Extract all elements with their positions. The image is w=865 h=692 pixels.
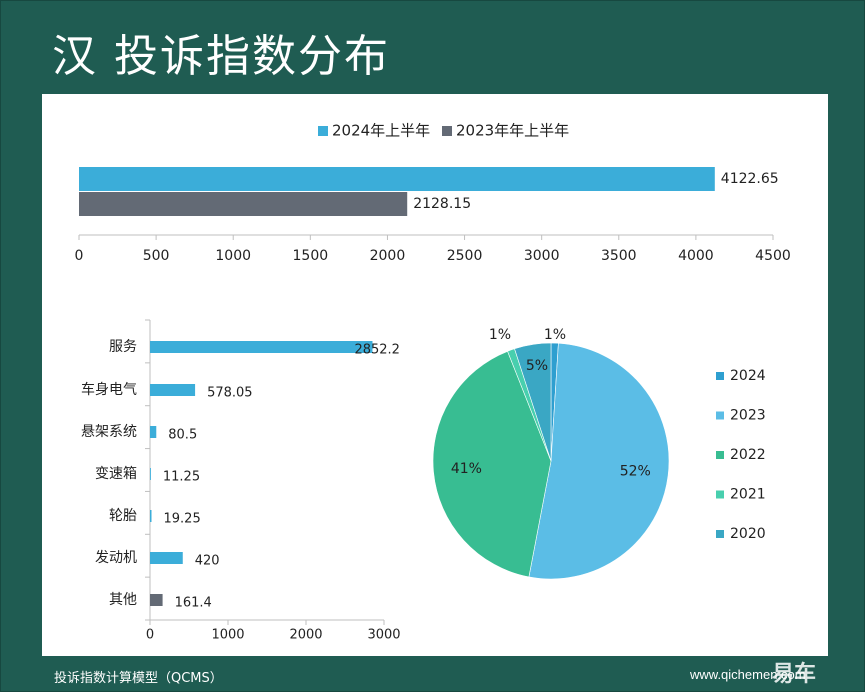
pie-legend-label: 2020 — [730, 526, 766, 542]
pie-data-label: 5% — [526, 358, 548, 374]
category-bar-chart: 0 1000 2000 3000 服务 2852.2 车身电气 578.05 悬架系统 80.5… — [81, 319, 401, 643]
category-bar — [150, 341, 373, 353]
comparison-tick-label: 2500 — [447, 248, 483, 264]
legend-label: 2024年上半年 — [332, 122, 430, 140]
comparison-tick-label: 4500 — [755, 248, 791, 264]
category-x-tick-label: 0 — [146, 628, 154, 643]
category-data-label: 80.5 — [168, 428, 197, 443]
comparison-bar — [79, 192, 408, 216]
pie-legend-label: 2022 — [730, 447, 766, 463]
pie-legend-label: 2021 — [730, 487, 766, 503]
category-data-label: 578.05 — [207, 386, 253, 401]
legend-label: 2023年年上半年 — [456, 122, 569, 140]
comparison-bar — [79, 167, 715, 191]
pie-legend-swatch — [716, 372, 724, 380]
pie-data-label: 52% — [620, 464, 651, 480]
comparison-legend: 2024年上半年 2023年年上半年 — [318, 122, 569, 140]
category-bar — [150, 384, 196, 396]
category-label: 变速箱 — [95, 466, 137, 482]
category-bar — [150, 552, 183, 564]
year-pie-chart: 1% 52% 41% 1% 5% 2024 2023 2022 2021 2020 — [432, 327, 766, 580]
category-bar — [150, 426, 157, 438]
pie-data-label: 1% — [544, 327, 566, 343]
category-label: 车身电气 — [81, 381, 137, 398]
comparison-tick-label: 1500 — [293, 248, 329, 264]
category-data-label: 2852.2 — [354, 343, 400, 358]
pie-data-label: 1% — [489, 327, 511, 343]
comparison-tick-label: 3500 — [601, 248, 637, 264]
category-label: 发动机 — [95, 550, 137, 566]
category-bar — [150, 468, 151, 480]
comparison-tick-label: 4000 — [678, 248, 714, 264]
pie-legend-swatch — [716, 530, 724, 538]
category-data-label: 420 — [195, 554, 220, 569]
legend-swatch — [442, 126, 452, 136]
footer-website: www.qichemen.com — [690, 667, 806, 682]
watermark-logo: 易车 — [772, 662, 817, 687]
comparison-tick-label: 1000 — [215, 248, 251, 264]
pie-slice — [432, 350, 552, 578]
category-label: 服务 — [109, 339, 137, 355]
comparison-bar-chart: 2024年上半年 2023年年上半年 4122.65 2128.15 0 500 100… — [75, 122, 791, 265]
category-data-label: 11.25 — [163, 470, 200, 485]
pie-data-label: 41% — [451, 461, 482, 477]
pie-slice — [528, 342, 670, 580]
pie-legend-label: 2023 — [730, 408, 766, 424]
category-data-label: 19.25 — [164, 512, 201, 527]
category-label: 其他 — [109, 592, 137, 608]
comparison-data-label: 2128.15 — [413, 196, 471, 212]
legend-swatch — [318, 126, 328, 136]
comparison-data-label: 4122.65 — [721, 171, 779, 187]
comparison-tick-label: 500 — [143, 248, 170, 264]
pie-legend-swatch — [716, 451, 724, 459]
category-x-tick-label: 1000 — [211, 628, 244, 643]
category-bar — [150, 510, 152, 522]
pie-legend-swatch — [716, 411, 724, 420]
category-data-label: 161.4 — [175, 596, 212, 611]
page-title: 汉 投诉指数分布 — [52, 31, 390, 82]
pie-legend: 2024 2023 2022 2021 2020 — [716, 368, 766, 542]
pie-slice — [514, 342, 552, 462]
category-axes: 0 1000 2000 3000 — [145, 319, 401, 643]
pie-legend-swatch — [716, 490, 724, 499]
category-x-tick-label: 2000 — [289, 628, 322, 643]
category-x-tick-label: 3000 — [367, 628, 400, 643]
category-label: 悬架系统 — [81, 424, 137, 440]
comparison-x-axis: 0 500 1000 1500 2000 2500 3000 3500 4000 4500 — [75, 234, 791, 264]
comparison-tick-label: 3000 — [524, 248, 560, 264]
category-label: 轮胎 — [109, 508, 137, 524]
pie-legend-label: 2024 — [730, 368, 766, 384]
comparison-tick-label: 2000 — [370, 248, 406, 264]
category-bar — [150, 594, 163, 606]
footer-model-note: 投诉指数计算模型（QCMS） — [54, 671, 223, 686]
comparison-tick-label: 0 — [75, 248, 84, 264]
